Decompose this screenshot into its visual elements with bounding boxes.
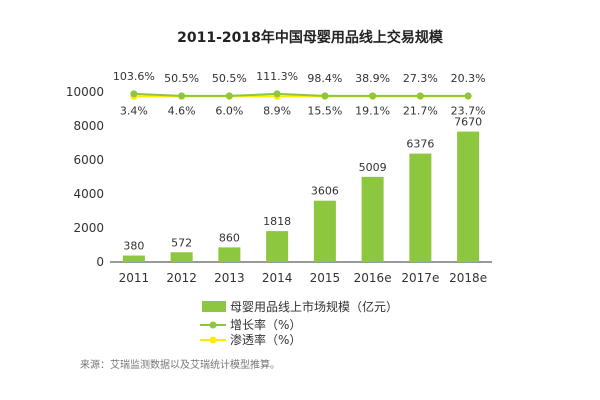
growth-rate-point xyxy=(225,92,233,100)
penetration-rate-data-label: 19.1% xyxy=(355,104,390,117)
line-series: 3.4% 4.6% 6.0% 8.9% 15.5% 19.1% 21.7% 23.7% 103.… xyxy=(113,70,486,118)
x-tick-label: 2017e xyxy=(401,271,439,285)
bar xyxy=(122,255,145,262)
growth-rate-data-label: 111.3% xyxy=(256,70,298,83)
bar-data-label: 5009 xyxy=(359,161,387,174)
x-tick-label: 2015 xyxy=(310,271,341,285)
growth-rate-point xyxy=(130,90,138,98)
bar xyxy=(409,153,432,262)
growth-rate-point xyxy=(273,90,281,98)
growth-rate-point xyxy=(464,92,472,100)
growth-rate-line xyxy=(133,92,469,97)
chart-title: 2011-2018年中国母婴用品线上交易规模 xyxy=(177,29,444,46)
legend-marker xyxy=(209,321,217,329)
penetration-rate-data-label: 4.6% xyxy=(168,104,196,117)
growth-rate-point xyxy=(369,92,377,100)
bar-data-label: 380 xyxy=(123,240,144,253)
y-tick-label: 2000 xyxy=(73,221,104,235)
growth-rate-data-label: 98.4% xyxy=(307,72,342,85)
penetration-rate-data-label: 8.9% xyxy=(263,104,291,117)
growth-rate-data-label: 20.3% xyxy=(451,72,486,85)
y-tick-label: 4000 xyxy=(73,187,104,201)
y-tick-label: 6000 xyxy=(73,153,104,167)
growth-rate-point xyxy=(321,92,329,100)
legend-label: 母婴用品线上市场规模（亿元） xyxy=(230,299,398,314)
bar-data-label: 7670 xyxy=(454,116,482,129)
growth-rate-point xyxy=(416,92,424,100)
bar-series: 380 572 860 1818 3606 5009 6376 7670 xyxy=(122,116,482,262)
x-tick-label: 2016e xyxy=(354,271,392,285)
penetration-rate-data-label: 6.0% xyxy=(215,104,243,117)
growth-rate-data-label: 38.9% xyxy=(355,72,390,85)
x-tick-label: 2012 xyxy=(166,271,197,285)
x-tick-label: 2018e xyxy=(449,271,487,285)
axes: 0 2000 4000 6000 8000 10000 2011 2012 2013 2014 20… xyxy=(66,85,492,285)
growth-rate-point xyxy=(178,92,186,100)
growth-rate-data-label: 103.6% xyxy=(113,70,155,83)
x-tick-label: 2013 xyxy=(214,271,245,285)
y-tick-label: 0 xyxy=(96,255,104,269)
growth-rate-data-label: 50.5% xyxy=(212,72,247,85)
legend-bar-swatch xyxy=(202,301,226,312)
bar xyxy=(361,176,384,262)
bar xyxy=(218,247,241,262)
bar-data-label: 572 xyxy=(171,236,192,249)
growth-rate-data-label: 50.5% xyxy=(164,72,199,85)
legend: 母婴用品线上市场规模（亿元） 增长率（%）渗透率（%） xyxy=(200,299,398,347)
legend-label: 渗透率（%） xyxy=(230,332,301,347)
bar xyxy=(170,252,193,262)
penetration-rate-data-label: 3.4% xyxy=(120,104,148,117)
bar-data-label: 1818 xyxy=(263,215,291,228)
penetration-rate-data-label: 15.5% xyxy=(307,104,342,117)
bar-data-label: 6376 xyxy=(406,138,434,151)
source-note: 来源：艾瑞监测数据以及艾瑞统计模型推算。 xyxy=(80,360,280,371)
x-tick-label: 2014 xyxy=(262,271,293,285)
bar xyxy=(266,231,289,262)
bar xyxy=(313,200,336,262)
growth-rate-data-label: 27.3% xyxy=(403,72,438,85)
legend-marker xyxy=(209,336,217,344)
penetration-rate-data-label: 23.7% xyxy=(451,104,486,117)
x-tick-label: 2011 xyxy=(119,271,150,285)
bar-data-label: 860 xyxy=(219,231,240,244)
bar xyxy=(457,131,480,262)
y-tick-label: 10000 xyxy=(66,85,104,99)
legend-label: 增长率（%） xyxy=(230,317,301,332)
bar-data-label: 3606 xyxy=(311,185,339,198)
y-tick-label: 8000 xyxy=(73,119,104,133)
penetration-rate-data-label: 21.7% xyxy=(403,104,438,117)
